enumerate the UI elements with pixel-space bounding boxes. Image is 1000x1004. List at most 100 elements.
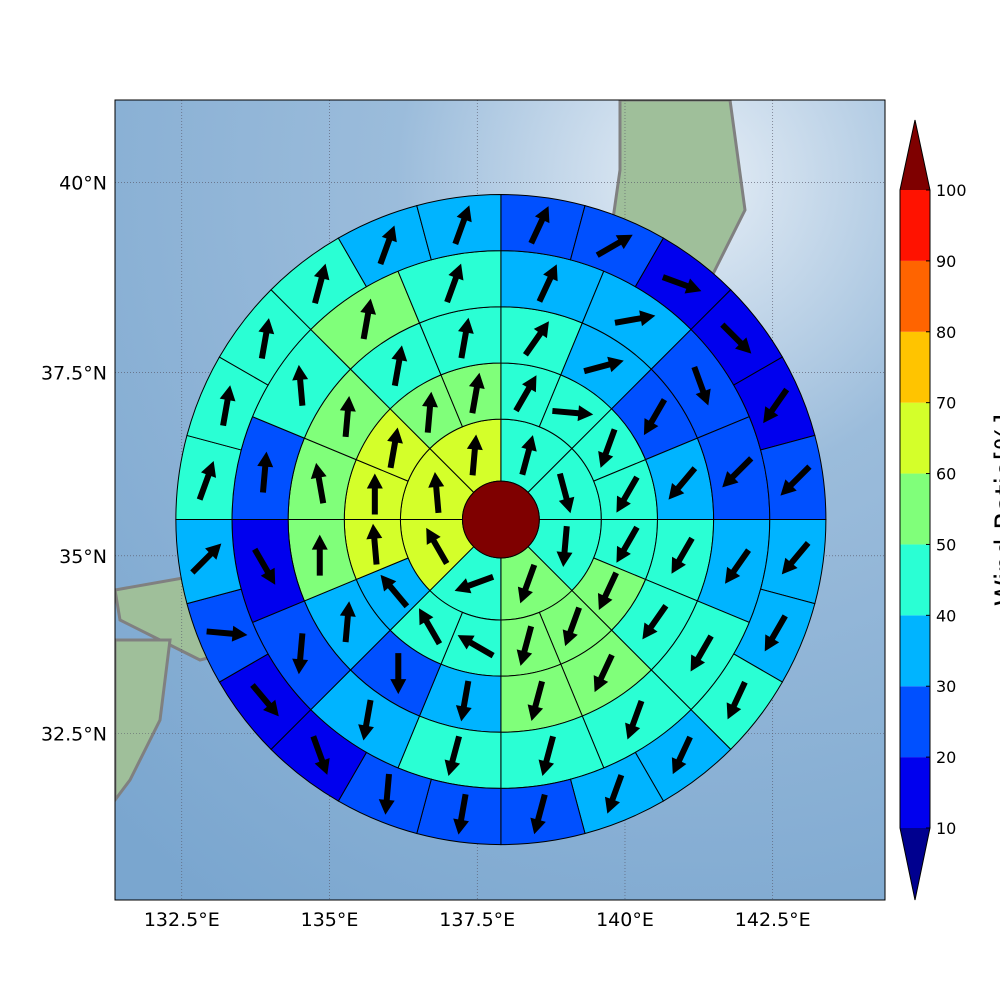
- wind-arrow: [536, 264, 558, 303]
- x-tick-label: 142.5°E: [735, 909, 811, 931]
- colorbar-tick-label: 30: [936, 677, 956, 696]
- x-tick-label: 137.5°E: [439, 909, 515, 931]
- wind-arrow: [312, 263, 330, 305]
- wind-arrow: [668, 466, 698, 500]
- x-tick-label: 135°E: [301, 909, 359, 931]
- x-tick-label: 140°E: [596, 909, 654, 931]
- y-tick-label: 32.5°N: [41, 724, 107, 746]
- wind-arrow: [517, 563, 538, 604]
- wind-arrow: [390, 653, 407, 695]
- wind-arrow: [722, 456, 754, 488]
- colorbar-segment: [900, 544, 930, 616]
- wind-arrow: [538, 735, 556, 777]
- wind-arrow: [720, 322, 752, 354]
- wind-arrow: [292, 633, 309, 675]
- wind-arrow: [598, 428, 618, 468]
- wind-arrow: [378, 773, 395, 815]
- wind-arrow: [725, 548, 751, 584]
- x-tick-label: 132.5°E: [144, 909, 220, 931]
- colorbar-segment: [900, 757, 930, 828]
- colorbar-tick-label: 20: [936, 748, 956, 767]
- map-frame: [114, 99, 886, 901]
- wind-arrow: [642, 604, 669, 640]
- wind-arrow: [457, 635, 495, 659]
- wind-arrow: [466, 434, 483, 476]
- wind-arrow: [422, 391, 438, 433]
- wind-arrow: [597, 571, 619, 610]
- wind-arrow: [444, 735, 462, 777]
- colorbar-segment: [900, 331, 930, 403]
- wind-arrow: [339, 601, 356, 643]
- wind-arrow: [206, 625, 248, 642]
- wind-arrow: [625, 699, 645, 740]
- colorbar-over: [900, 120, 930, 190]
- y-tick-label: 40°N: [59, 173, 107, 195]
- wind-arrow: [513, 375, 537, 413]
- wind-arrow: [196, 461, 217, 501]
- colorbar-label: Wind Ratio[%]: [990, 414, 1000, 606]
- wind-arrow: [527, 680, 545, 721]
- land: [115, 638, 172, 803]
- wind-arrow: [780, 464, 812, 496]
- wind-arrow: [366, 473, 383, 515]
- wind-arrow: [530, 793, 548, 835]
- wind-arrow: [190, 543, 222, 575]
- colorbar-segment: [900, 473, 930, 545]
- colorbar-tick-label: 100: [936, 181, 967, 200]
- sectors: [175, 194, 827, 846]
- wind-arrow: [391, 345, 408, 387]
- colorbar-tick-label: 80: [936, 323, 956, 342]
- wind-arrow: [387, 427, 403, 469]
- wind-arrow: [516, 625, 535, 666]
- colorbar-under: [900, 828, 930, 900]
- sector: [500, 194, 586, 261]
- wind-arrow: [556, 525, 573, 568]
- wind-arrow: [257, 451, 274, 493]
- wind-arrow: [366, 523, 383, 565]
- colorbar-segment: [900, 260, 930, 332]
- wind-arrow: [519, 435, 537, 476]
- wind-arrow: [691, 365, 711, 406]
- wind-arrow: [428, 472, 445, 514]
- colorbar-segment: [900, 615, 930, 687]
- wind-arrow: [252, 547, 276, 585]
- wind-arrow: [458, 317, 474, 359]
- wind-arrow: [380, 574, 410, 609]
- wind-arrow: [310, 462, 327, 504]
- wind-arrow: [426, 527, 450, 565]
- wind-arrow: [258, 318, 275, 359]
- wind-arrow: [528, 206, 550, 245]
- wind-arrow: [522, 321, 549, 357]
- wind-arrow: [764, 614, 788, 652]
- wind-arrow: [339, 396, 356, 438]
- wind-arrow: [444, 263, 464, 304]
- wind-arrow: [781, 541, 811, 575]
- sector: [759, 434, 827, 521]
- wind-arrow: [453, 793, 469, 835]
- wind-arrow: [418, 608, 443, 646]
- wind-arrow: [377, 225, 397, 266]
- wind-arrow: [661, 274, 702, 294]
- wind-arrow: [360, 298, 377, 340]
- colorbar-tick-label: 90: [936, 252, 956, 271]
- colorbar-tick-label: 10: [936, 819, 956, 838]
- wind-arrow: [604, 774, 625, 814]
- wind-arrow: [593, 653, 615, 693]
- wind-arrow: [452, 205, 472, 245]
- wind-arrow: [292, 364, 309, 406]
- ticks: 132.5°E 135°E 137.5°E 140°E 142.5°E 32.5°N 35°…: [41, 173, 811, 931]
- sector: [175, 519, 242, 605]
- wind-arrow: [455, 680, 472, 722]
- wind-arrow: [454, 574, 495, 594]
- colorbar-tick-label: 50: [936, 535, 956, 554]
- wind-arrow: [311, 534, 328, 576]
- wind-arrow: [219, 385, 236, 427]
- colorbar-segment: [900, 190, 930, 261]
- wind-arrow: [616, 475, 640, 513]
- wind-arrow: [562, 606, 582, 647]
- wind-arrow: [595, 234, 633, 258]
- wind-arrow: [671, 735, 693, 775]
- colorbar-tick-label: 70: [936, 394, 956, 413]
